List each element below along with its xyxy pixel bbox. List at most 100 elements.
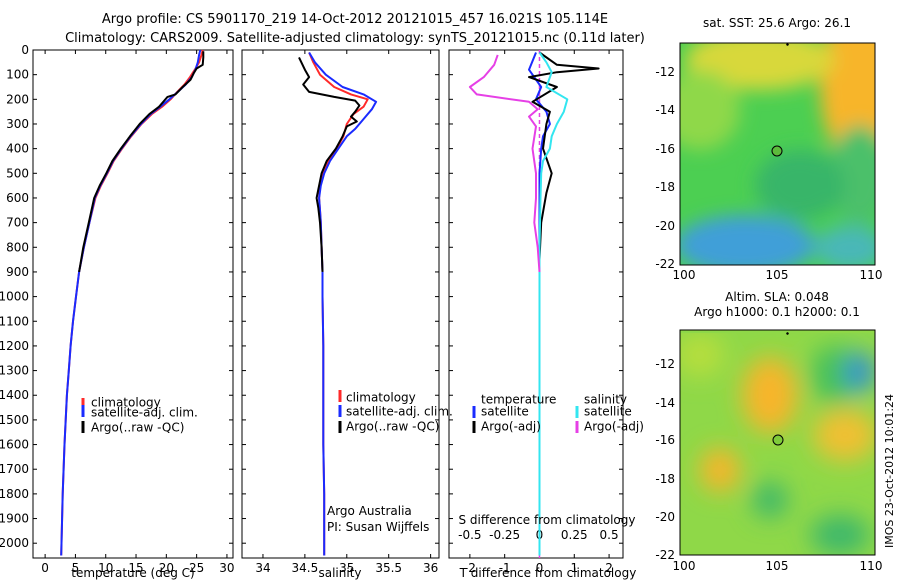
sst-map-frame bbox=[679, 42, 876, 266]
x-tick-label: -1 bbox=[499, 561, 511, 575]
salinity-panel-frame bbox=[241, 49, 440, 559]
sst-lat-tick: -20 bbox=[655, 219, 675, 233]
depth-tick-label: 2000 bbox=[0, 536, 29, 550]
x-tick-label: 2 bbox=[605, 561, 613, 575]
depth-tick-label: 1400 bbox=[0, 388, 29, 402]
x-tick-label: -2 bbox=[464, 561, 476, 575]
legend-label-s-argo: Argo(-adj) bbox=[584, 420, 644, 434]
sla-lat-tick: -12 bbox=[655, 357, 675, 371]
sla-lon-tick: 105 bbox=[766, 559, 789, 573]
legend-label-s-satellite: satellite bbox=[584, 405, 632, 419]
legend-label-argo: Argo(..raw -QC) bbox=[91, 421, 184, 435]
depth-tick-label: 1900 bbox=[0, 512, 29, 526]
x-tick-label: 35 bbox=[339, 561, 354, 575]
sst-lon-tick: 100 bbox=[673, 268, 696, 282]
sla-float-marker bbox=[772, 434, 784, 446]
difference-legend: temperature salinity satellite Argo(-adj… bbox=[472, 393, 644, 434]
series-line-satellite-adj-clim- bbox=[60, 49, 202, 556]
sla-map-frame bbox=[679, 329, 876, 556]
sst-map-title: sat. SST: 25.6 Argo: 26.1 bbox=[703, 16, 851, 30]
argo-pi-note: PI: Susan Wijffels bbox=[327, 520, 429, 534]
depth-tick-label: 1300 bbox=[0, 364, 29, 378]
series-line-t-argo-adj- bbox=[528, 51, 600, 260]
depth-tick-label: 600 bbox=[6, 191, 29, 205]
legend-title-temperature: temperature bbox=[481, 393, 556, 407]
x-tick-label: 36 bbox=[423, 561, 438, 575]
depth-tick-label: 1200 bbox=[0, 339, 29, 353]
depth-tick-label: 100 bbox=[6, 68, 29, 82]
depth-tick-label: 200 bbox=[6, 92, 29, 106]
x-tick-label: 34.5 bbox=[292, 561, 319, 575]
x-tick-label: 30 bbox=[219, 561, 234, 575]
sla-lon-tick: 100 bbox=[673, 559, 696, 573]
x-tick-label: 20 bbox=[159, 561, 174, 575]
header-line2: Climatology: CARS2009. Satellite-adjuste… bbox=[65, 31, 645, 46]
sst-lat-tick: -14 bbox=[655, 103, 675, 117]
series-line-climatology bbox=[60, 49, 204, 556]
depth-tick-label: 300 bbox=[6, 117, 29, 131]
sla-lat-tick: -18 bbox=[655, 472, 675, 486]
depth-tick-label: 1600 bbox=[0, 438, 29, 452]
legend-label-satellite: satellite-adj. clim. bbox=[346, 405, 453, 419]
sst-map-axes: 100 105 110 -12 -14 -16 -18 -20 -22 bbox=[655, 65, 882, 282]
depth-tick-label: 700 bbox=[6, 216, 29, 230]
series-line-argo-raw-qc- bbox=[298, 56, 361, 272]
temperature-axis-label: temperature (deg C) bbox=[71, 566, 194, 580]
depth-tick-label: 0 bbox=[21, 43, 29, 57]
depth-axis: 0 100 200 300 400 500 600 700 800 900 1000 1100 1200… bbox=[0, 43, 623, 550]
x-tick-label: 0 bbox=[41, 561, 49, 575]
x-tick-label: 1 bbox=[570, 561, 578, 575]
salinity-difference-axis-label: S difference from climatology bbox=[459, 513, 636, 527]
sst-map bbox=[680, 43, 875, 265]
depth-tick-label: 1000 bbox=[0, 290, 29, 304]
sla-map-axes: 100 105 110 -12 -14 -16 -18 -20 -22 bbox=[655, 357, 882, 573]
s-tick-label: -0.25 bbox=[489, 528, 520, 542]
sst-float-marker bbox=[771, 145, 783, 157]
s-tick-label: -0.5 bbox=[458, 528, 481, 542]
sst-lat-tick: -12 bbox=[655, 65, 675, 79]
s-tick-label: 0.25 bbox=[561, 528, 588, 542]
imos-timestamp: IMOS 23-Oct-2012 10:01:24 bbox=[883, 394, 896, 548]
temperature-panel-frame bbox=[32, 49, 234, 559]
sla-lat-tick: -14 bbox=[655, 396, 675, 410]
s-tick-label: 0.5 bbox=[600, 528, 619, 542]
depth-tick-label: 1500 bbox=[0, 413, 29, 427]
series-line-s-argo-adj- bbox=[468, 54, 541, 272]
sst-lon-tick: 105 bbox=[766, 268, 789, 282]
temperature-legend: climatology satellite-adj. clim. Argo(..… bbox=[81, 396, 198, 435]
sla-lat-tick: -16 bbox=[655, 433, 675, 447]
salinity-legend: climatology satellite-adj. clim. Argo(..… bbox=[338, 390, 453, 434]
sst-lat-tick: -22 bbox=[655, 257, 675, 271]
legend-label-argo: Argo(..raw -QC) bbox=[346, 420, 439, 434]
depth-tick-label: 500 bbox=[6, 166, 29, 180]
x-tick-label: 25 bbox=[189, 561, 204, 575]
legend-label-climatology: climatology bbox=[346, 391, 416, 405]
temperature-difference-axis-label: T difference from climatology bbox=[459, 566, 637, 580]
salinity-axis-label: salinity bbox=[318, 566, 361, 580]
series-line-s-satellite bbox=[538, 51, 569, 556]
sla-map-title-line2: Argo h1000: 0.1 h2000: 0.1 bbox=[694, 305, 860, 319]
x-tick-label: 0 bbox=[536, 561, 544, 575]
legend-title-salinity: salinity bbox=[584, 393, 627, 407]
legend-label-satellite: satellite-adj. clim. bbox=[91, 406, 198, 420]
depth-tick-label: 400 bbox=[6, 142, 29, 156]
argo-institution-note: Argo Australia bbox=[327, 504, 412, 518]
temperature-plot: 0 5 10 15 20 25 30 bbox=[41, 49, 235, 575]
sst-lon-tick: 110 bbox=[860, 268, 883, 282]
x-tick-label: 35.5 bbox=[375, 561, 402, 575]
salinity-plot: 34 34.5 35 35.5 36 bbox=[255, 50, 438, 575]
sla-lat-tick: -22 bbox=[655, 548, 675, 562]
depth-tick-label: 800 bbox=[6, 240, 29, 254]
series-line-argo-raw-qc- bbox=[78, 51, 205, 273]
depth-tick-label: 1800 bbox=[0, 487, 29, 501]
difference-panel-frame bbox=[448, 49, 624, 559]
sst-lat-tick: -18 bbox=[655, 180, 675, 194]
legend-label-climatology: climatology bbox=[91, 396, 161, 410]
legend-label-t-satellite: satellite bbox=[481, 405, 529, 419]
depth-tick-label: 1100 bbox=[0, 314, 29, 328]
header-line1: Argo profile: CS 5901170_219 14-Oct-2012… bbox=[102, 12, 608, 27]
legend-label-t-argo: Argo(-adj) bbox=[481, 420, 541, 434]
x-tick-label: 5 bbox=[72, 561, 80, 575]
